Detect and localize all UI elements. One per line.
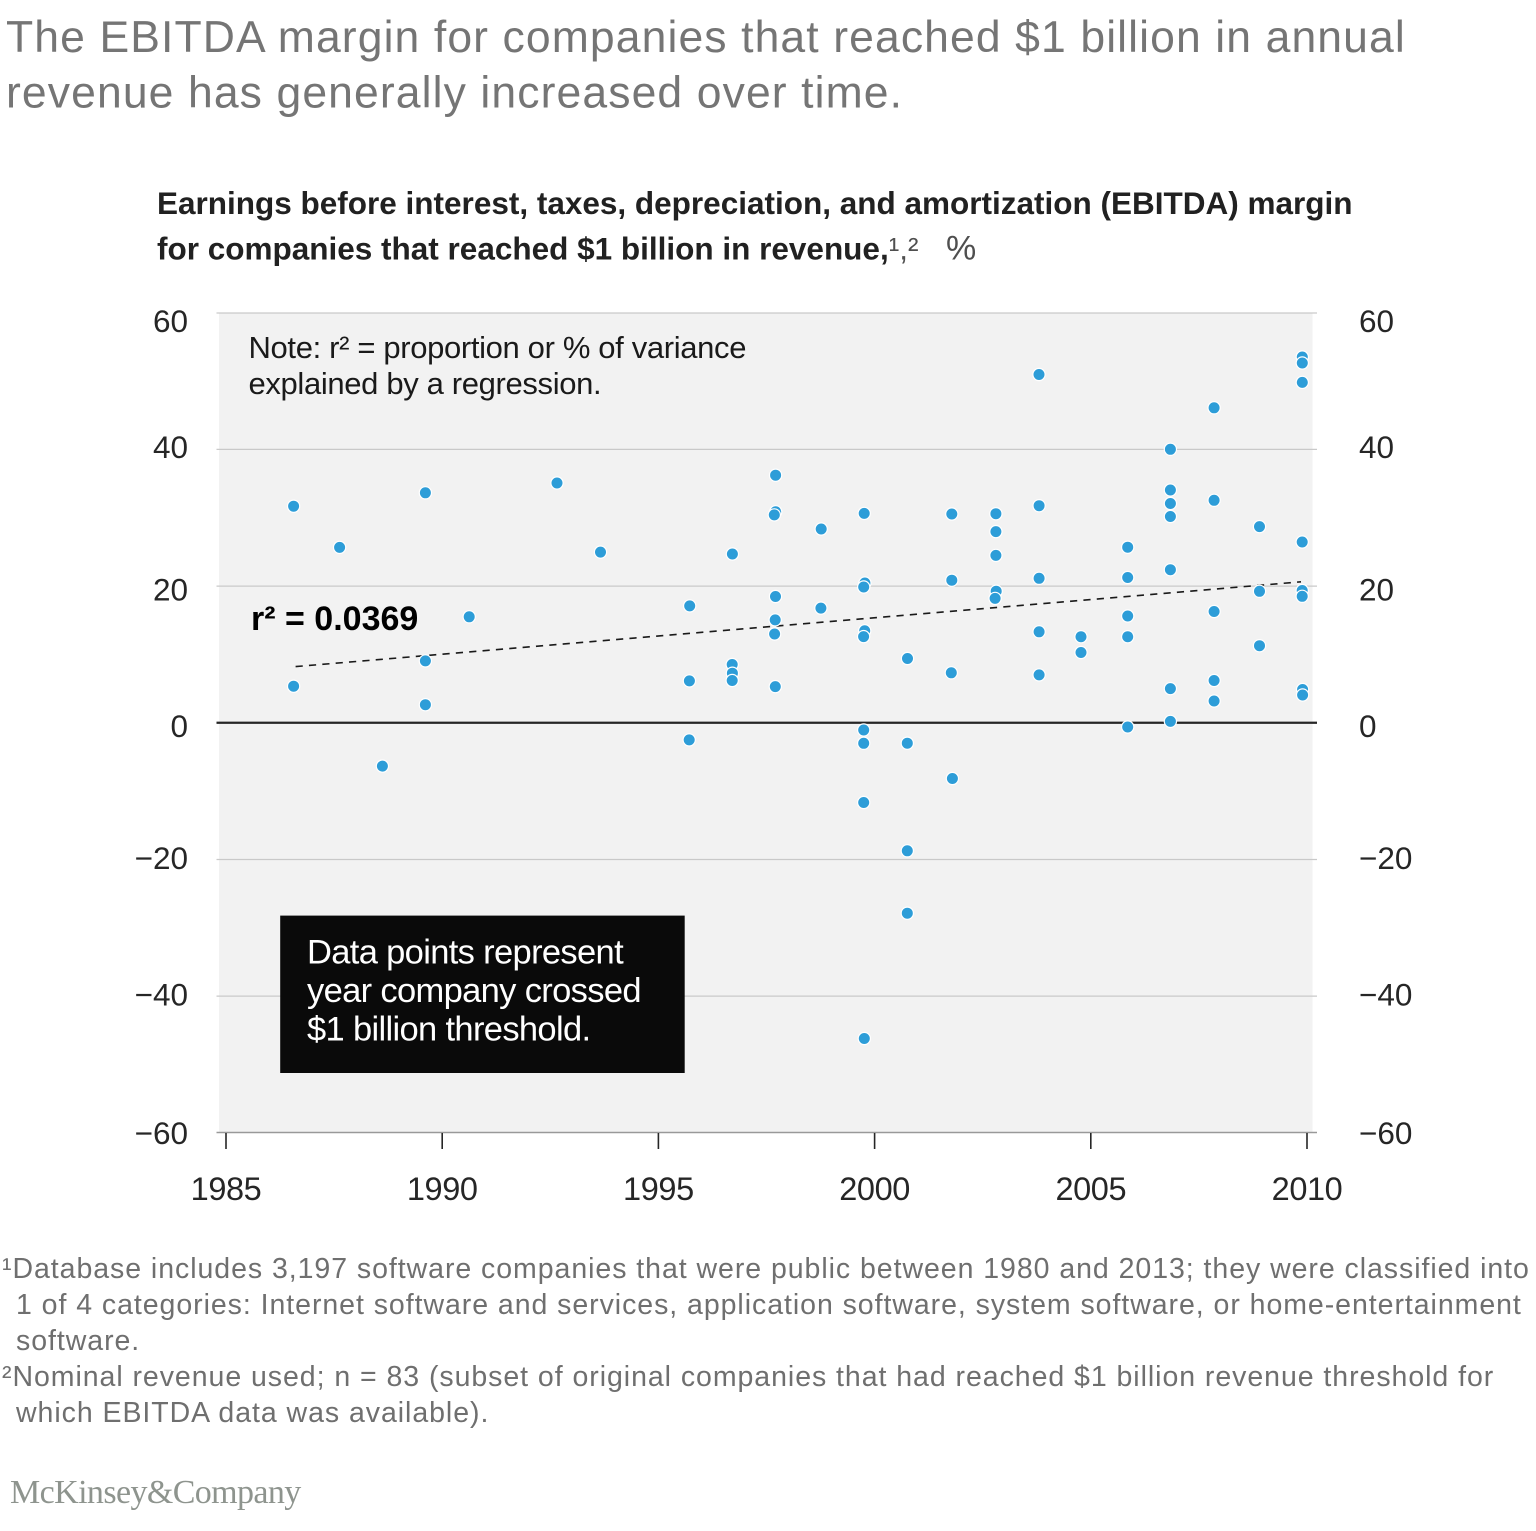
svg-text:McKinsey&Company: McKinsey&Company: [10, 1474, 301, 1511]
svg-text:0: 0: [170, 708, 188, 744]
svg-text:r² = 0.0369: r² = 0.0369: [251, 600, 418, 638]
svg-text:1985: 1985: [191, 1171, 262, 1207]
svg-text:%: %: [946, 230, 976, 268]
svg-text:−20: −20: [135, 840, 188, 876]
svg-text:60: 60: [153, 303, 188, 339]
svg-text:explained by a regression.: explained by a regression.: [249, 366, 602, 401]
svg-text:²Nominal revenue used; n = 83: ²Nominal revenue used; n = 83 (subset of…: [2, 1361, 1494, 1393]
svg-text:software.: software.: [16, 1325, 140, 1357]
svg-text:−60: −60: [135, 1115, 188, 1151]
svg-text:1 of 4 categories: Internet so: 1 of 4 categories: Internet software and…: [16, 1289, 1522, 1321]
svg-text:The EBITDA margin for companie: The EBITDA margin for companies that rea…: [6, 13, 1406, 62]
svg-text:−40: −40: [135, 976, 188, 1012]
svg-text:¹Database includes 3,197 softw: ¹Database includes 3,197 software compan…: [2, 1253, 1530, 1285]
svg-text:Data points represent: Data points represent: [307, 934, 624, 972]
svg-text:40: 40: [1359, 429, 1394, 465]
svg-text:−20: −20: [1359, 840, 1412, 876]
svg-text:2000: 2000: [839, 1171, 910, 1207]
svg-text:0: 0: [1359, 708, 1377, 744]
svg-text:2010: 2010: [1272, 1171, 1343, 1207]
svg-text:−40: −40: [1359, 976, 1412, 1012]
svg-text:2005: 2005: [1055, 1171, 1126, 1207]
svg-text:20: 20: [1359, 572, 1394, 608]
svg-text:revenue has generally increase: revenue has generally increased over tim…: [6, 69, 903, 118]
svg-text:40: 40: [153, 429, 188, 465]
svg-text:−60: −60: [1359, 1115, 1412, 1151]
svg-text:Note: r² = proportion or % of: Note: r² = proportion or % of variance: [249, 330, 747, 365]
svg-text:Earnings before interest, taxe: Earnings before interest, taxes, depreci…: [157, 185, 1352, 221]
svg-text:which EBITDA data was availabl: which EBITDA data was available).: [15, 1397, 489, 1429]
svg-text:1990: 1990: [407, 1171, 478, 1207]
svg-text:year company crossed: year company crossed: [307, 972, 641, 1010]
svg-text:for companies that reached $1: for companies that reached $1 billion in…: [157, 231, 918, 267]
svg-text:60: 60: [1359, 303, 1394, 339]
svg-text:$1 billion threshold.: $1 billion threshold.: [307, 1011, 590, 1049]
svg-text:20: 20: [153, 572, 188, 608]
svg-text:1995: 1995: [623, 1171, 694, 1207]
